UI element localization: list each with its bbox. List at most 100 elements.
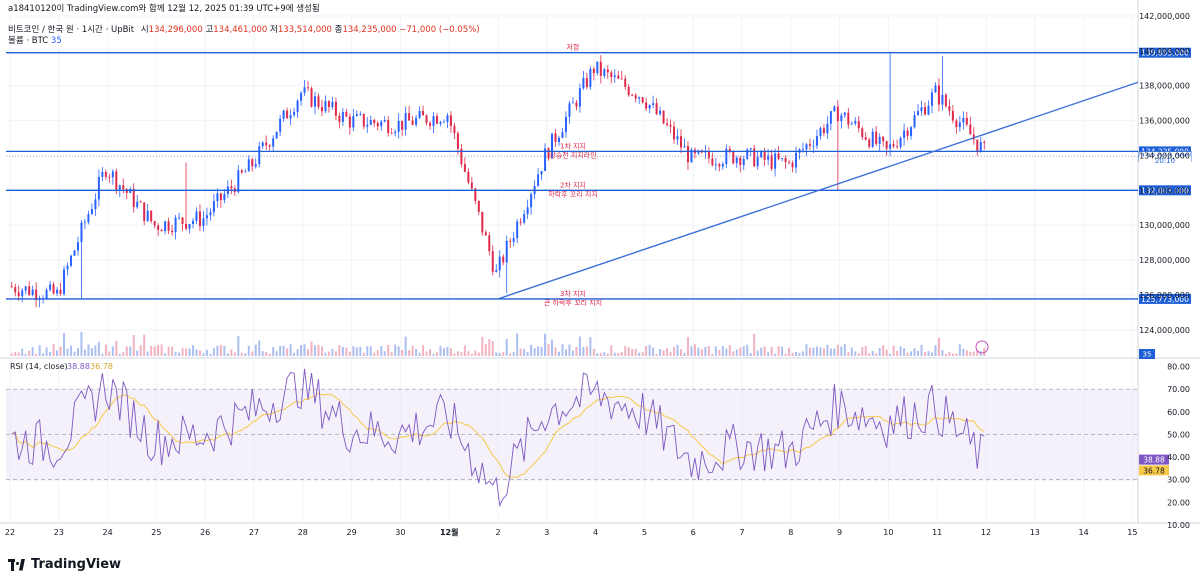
high-label: 고 <box>205 25 214 35</box>
volume-bar <box>272 347 275 356</box>
candle-body <box>436 116 438 124</box>
candle-body <box>763 151 766 160</box>
candle-body <box>164 221 167 232</box>
volume-bar <box>526 351 529 356</box>
volume-bar <box>589 337 592 356</box>
level-price-label: 139,895,000 <box>1141 49 1189 58</box>
price-tick-label: 142,000,000 <box>1139 12 1190 21</box>
candle-body <box>174 217 177 233</box>
candle-body <box>509 240 512 242</box>
candle-body <box>592 68 595 74</box>
candle-body <box>449 115 452 126</box>
volume-bar <box>676 344 679 356</box>
volume-bar <box>94 345 97 356</box>
volume-bar <box>35 353 38 356</box>
volume-bar <box>425 351 428 356</box>
volume-bar <box>383 351 386 356</box>
volume-bar <box>45 347 48 356</box>
candle-body <box>324 101 327 112</box>
price-tick-label: 130,000,000 <box>1139 221 1190 230</box>
volume-bar <box>648 344 651 356</box>
candle-body <box>282 110 285 119</box>
candle-body <box>104 172 107 177</box>
candle-body <box>875 131 878 144</box>
author-line: a18410120이 TradingView.com와 함께 12월 12, 2… <box>8 4 320 14</box>
candle-body <box>425 115 428 124</box>
candle-body <box>847 112 850 125</box>
volume-bar <box>345 347 348 356</box>
volume-bar <box>129 346 132 356</box>
candle-body <box>596 61 599 74</box>
candle-body <box>418 111 421 118</box>
volume-bar <box>878 347 881 356</box>
volume-bar <box>655 353 658 356</box>
countdown-bg <box>1139 156 1191 165</box>
candle-body <box>97 176 100 200</box>
candle-body <box>972 134 975 140</box>
candle-body <box>247 159 250 172</box>
candle-body <box>784 158 787 163</box>
volume-bar <box>784 353 787 356</box>
volume-bar <box>777 346 780 356</box>
volume-bar <box>488 339 491 356</box>
candle-body <box>537 174 540 186</box>
volume-bar <box>21 348 24 356</box>
candle-body <box>463 164 466 172</box>
volume-bar <box>303 344 306 356</box>
candle-body <box>230 186 233 189</box>
candle-body <box>523 214 526 223</box>
candle-body <box>223 194 226 201</box>
volume-bar <box>415 348 418 356</box>
candle-body <box>185 223 188 229</box>
open-label: 시 <box>140 25 149 35</box>
volume-bar <box>889 353 892 356</box>
volume-bar <box>387 344 390 356</box>
volume-bar <box>753 333 756 356</box>
volume-bar <box>157 344 160 356</box>
volume-bar <box>802 351 804 356</box>
candle-body <box>470 182 473 189</box>
volume-bar <box>125 346 128 356</box>
candle-body <box>571 102 574 104</box>
rsi-value-badge <box>1139 454 1169 465</box>
candles <box>10 52 986 308</box>
volume-bar <box>293 352 296 356</box>
volume-bar <box>446 346 449 356</box>
candle-body <box>150 210 153 222</box>
candle-body <box>401 120 404 130</box>
candle-body <box>802 149 804 150</box>
volume-bar <box>885 349 888 356</box>
candle-body <box>815 136 818 146</box>
volume-bar <box>669 352 672 356</box>
volume-bar <box>467 351 470 356</box>
volume-bar <box>599 352 602 356</box>
candle-body <box>157 225 160 230</box>
candle-body <box>868 139 871 147</box>
candle-body <box>648 104 651 109</box>
volume-bar <box>742 346 745 356</box>
volume-bar <box>788 347 791 356</box>
candle-body <box>833 106 836 112</box>
candle-body <box>770 155 773 169</box>
candle-body <box>477 200 480 212</box>
volume-bar <box>307 349 310 356</box>
symbol-title: 비트코인 / 한국 원 · 1시간 · UpBit <box>8 25 135 35</box>
volume-bar <box>819 347 822 356</box>
candle-body <box>171 230 174 233</box>
volume-bar <box>840 346 843 356</box>
candle-body <box>498 256 501 271</box>
tradingview-logo[interactable]: TradingView <box>8 557 121 572</box>
candle-body <box>585 78 588 87</box>
price-tick-label: 134,000,000 <box>1139 151 1190 160</box>
candle-body <box>892 144 895 147</box>
ascending-trendline <box>497 81 1139 300</box>
symbol-line: 비트코인 / 한국 원 · 1시간 · UpBit 시134,296,000 고… <box>8 23 480 35</box>
volume-bar <box>652 347 655 356</box>
volume-bar <box>38 345 41 356</box>
candle-body <box>181 217 184 224</box>
volume-bar <box>808 347 811 356</box>
candle-body <box>934 85 937 93</box>
volume-bar <box>732 351 735 356</box>
candle-body <box>348 116 351 128</box>
x-tick-label: 7 <box>739 528 744 537</box>
